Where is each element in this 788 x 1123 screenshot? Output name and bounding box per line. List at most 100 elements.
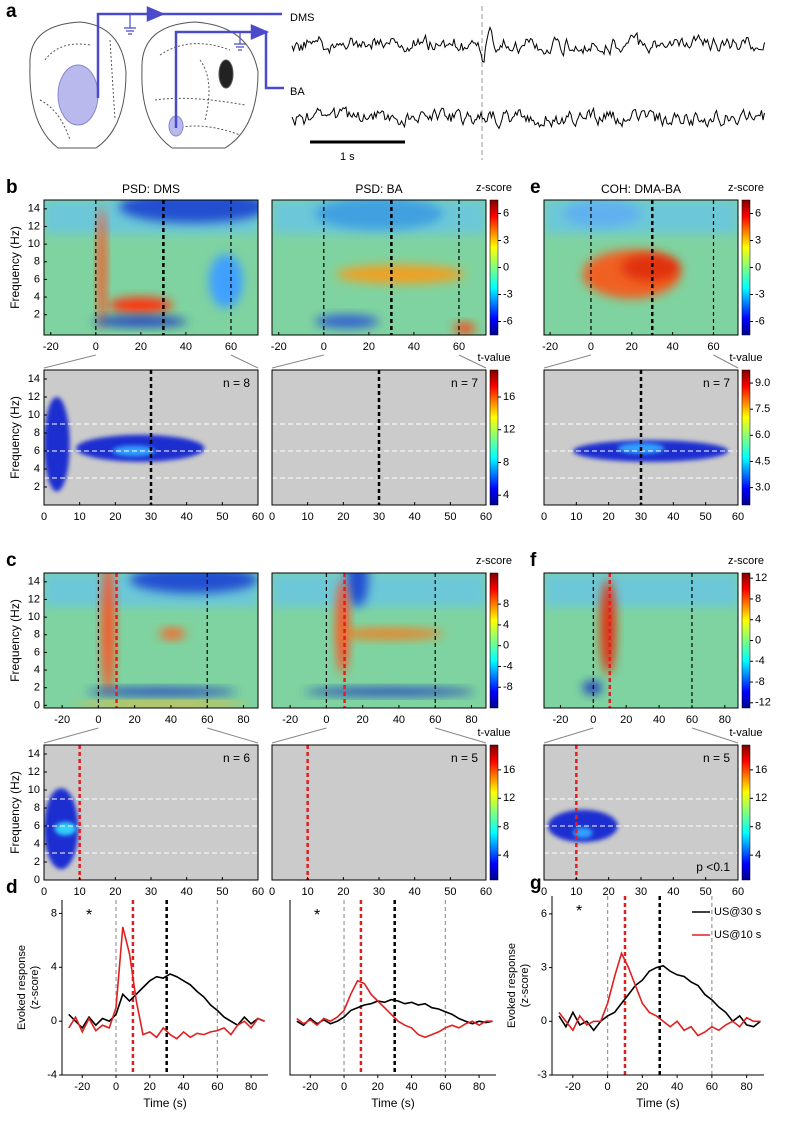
colorbar-tick-label: 6.0: [755, 429, 770, 441]
x-tick-label: 0: [321, 341, 327, 353]
y-tick-label: 0: [34, 699, 40, 711]
colorbar-tick-label: 3: [503, 234, 509, 246]
colorbar: [741, 369, 751, 506]
heatmap-blob: [304, 687, 476, 696]
heatmap-image: [44, 745, 258, 880]
x-tick-label: 10: [302, 511, 314, 523]
colorbar-tick-label: 12: [503, 792, 515, 804]
x-tick-label: 60: [225, 341, 237, 353]
x-tick-label: 60: [439, 1081, 451, 1093]
y-tick-label: 8: [34, 629, 40, 641]
x-tick-label: 20: [603, 511, 615, 523]
heatmap-blob: [600, 579, 616, 675]
x-tick-label: 20: [603, 886, 615, 898]
zoom-connector: [230, 354, 259, 369]
brain-diagrams: [29, 21, 259, 149]
colorbar: [489, 572, 499, 709]
heatmap-image: [272, 573, 486, 708]
asterisk: *: [314, 907, 320, 924]
series-line: [558, 951, 761, 1037]
x-tick-label: 50: [216, 511, 228, 523]
panel-letter: g: [530, 873, 542, 894]
x-tick-label: 30: [373, 511, 385, 523]
heatmap-image: [44, 573, 258, 708]
x-tick-label: 30: [635, 511, 647, 523]
x-tick-label: 60: [480, 886, 492, 898]
heatmap-blob: [346, 573, 369, 607]
y-tick-label: 2: [34, 856, 40, 868]
x-tick-label: 40: [408, 341, 420, 353]
x-tick-label: 10: [74, 886, 86, 898]
heatmap-image: [544, 200, 738, 335]
y-tick-label: 6: [34, 445, 40, 457]
panel-title: PSD: DMS: [122, 182, 180, 196]
colorbar-tick-label: 16: [503, 764, 515, 776]
colorbar-tick-label: 4: [503, 619, 509, 631]
series-line: [558, 964, 761, 1032]
x-tick-label: 0: [341, 1081, 347, 1093]
x-tick-label: 40: [181, 511, 193, 523]
trace-label: DMS: [290, 12, 314, 24]
lfp-trace: [291, 26, 765, 63]
panel-letter: e: [530, 177, 541, 198]
x-tick-label: 40: [667, 341, 679, 353]
y-tick-label: 2: [34, 481, 40, 493]
x-tick-label: -20: [282, 714, 298, 726]
colorbar-tick-label: 0: [755, 634, 761, 646]
panel-title: PSD: BA: [355, 182, 402, 196]
colorbar-tick-label: 12: [503, 424, 515, 436]
frame: [271, 572, 487, 709]
series-line: [296, 998, 493, 1027]
y-tick-label: 0: [541, 1015, 547, 1027]
heatmap-image: [272, 745, 486, 880]
legend-label: US@10 s: [714, 929, 762, 941]
colorbar-label: z-score: [728, 555, 764, 567]
y-tick-label: 2: [34, 309, 40, 321]
panel-title: COH: DMA-BA: [601, 182, 681, 196]
y-tick-label: 6: [541, 908, 547, 920]
y-tick-label: 10: [28, 409, 40, 421]
heatmap-blob: [44, 397, 70, 492]
x-tick-label: 40: [393, 714, 405, 726]
x-tick-label: 0: [269, 511, 275, 523]
panel-letter: b: [6, 177, 18, 198]
colorbar-tick-label: 16: [503, 391, 515, 403]
colorbar-tick-label: -4: [503, 660, 513, 672]
x-tick-label: 30: [145, 511, 157, 523]
x-tick-label: 80: [719, 714, 731, 726]
colorbar-tick-label: 8: [755, 593, 761, 605]
y-tick-label: 6: [34, 273, 40, 285]
y-tick-label: 6: [34, 820, 40, 832]
x-tick-label: 60: [211, 1081, 223, 1093]
y-axis-label: (z-score): [519, 964, 531, 1007]
x-tick-label: 20: [636, 1081, 648, 1093]
heatmap-blob: [582, 681, 603, 695]
x-tick-label: 40: [165, 714, 177, 726]
lfp-trace: [291, 106, 765, 130]
x-tick-label: 0: [605, 1081, 611, 1093]
n-label: n = 5: [703, 751, 730, 765]
zoom-connector: [43, 354, 96, 369]
x-tick-label: -20: [43, 341, 59, 353]
colorbar-tick-label: -6: [755, 315, 765, 327]
heatmap-blob: [118, 200, 258, 223]
x-tick-label: 0: [590, 714, 596, 726]
panel-letter: a: [6, 1, 17, 22]
x-tick-label: 20: [135, 341, 147, 353]
colorbar-label: t-value: [477, 352, 510, 364]
x-tick-label: 60: [201, 714, 213, 726]
x-tick-label: 20: [626, 341, 638, 353]
y-axis-label: Frequency (Hz): [8, 599, 22, 682]
colorbar: [741, 199, 751, 336]
colorbar-tick-label: 6: [503, 207, 509, 219]
x-tick-label: 40: [180, 341, 192, 353]
zoom-connector: [271, 354, 324, 369]
heatmap-blob: [336, 264, 465, 284]
trace-label: BA: [290, 86, 305, 98]
x-tick-label: 50: [444, 886, 456, 898]
frame: [543, 572, 739, 709]
zoom-connector: [543, 727, 594, 744]
colorbar-label: t-value: [729, 352, 762, 364]
x-tick-label: 40: [671, 1081, 683, 1093]
